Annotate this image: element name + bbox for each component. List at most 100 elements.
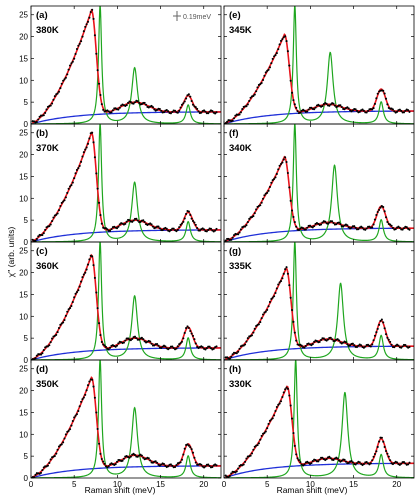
data-point — [153, 344, 156, 347]
data-point — [310, 106, 313, 109]
data-point — [156, 461, 159, 464]
data-point — [286, 50, 289, 53]
data-point — [49, 341, 52, 344]
data-point — [373, 102, 377, 105]
data-point — [282, 391, 285, 394]
data-point — [285, 160, 288, 164]
data-point — [122, 457, 125, 460]
panel-curves — [31, 6, 221, 124]
data-point — [376, 92, 379, 95]
data-point — [70, 304, 73, 308]
data-point — [383, 327, 386, 330]
panel-curves — [224, 242, 414, 360]
data-point — [379, 206, 382, 209]
data-point — [261, 313, 265, 316]
data-point — [131, 220, 134, 223]
data-point — [110, 228, 113, 231]
data-point — [185, 327, 188, 330]
data-point — [92, 141, 95, 144]
data-point — [81, 276, 84, 279]
panel-letter: (e) — [229, 10, 241, 21]
data-point — [289, 404, 292, 407]
data-point — [259, 321, 262, 324]
data-point — [182, 337, 185, 340]
y-tick-label: 25 — [19, 11, 28, 20]
x-tick-label: 20 — [392, 480, 401, 489]
data-point — [297, 228, 301, 232]
data-point — [231, 236, 234, 239]
data-point — [132, 219, 135, 222]
panel-temperature: 345K — [229, 25, 252, 36]
data-point — [268, 419, 272, 422]
data-point — [224, 122, 227, 124]
data-point — [45, 108, 48, 111]
data-point — [129, 100, 132, 104]
data-point — [71, 300, 74, 304]
data-point — [208, 464, 211, 468]
data-point — [270, 297, 273, 301]
data-point — [390, 224, 393, 227]
data-point — [103, 344, 106, 347]
data-point — [35, 120, 38, 123]
data-point — [176, 228, 179, 231]
panel-c: 0 5 10 15 20 25 (c) 360K — [19, 241, 222, 365]
data-point — [169, 463, 172, 466]
data-point — [353, 225, 356, 228]
data-point — [160, 109, 163, 112]
data-point — [398, 108, 401, 111]
data-point — [117, 342, 120, 345]
data-point — [277, 403, 280, 406]
data-point — [278, 164, 281, 167]
data-point — [336, 338, 339, 341]
data-point — [39, 471, 43, 474]
data-point — [324, 220, 327, 223]
data-point — [179, 223, 182, 226]
data-point — [376, 327, 379, 330]
background-curve — [224, 462, 414, 478]
data-point — [62, 441, 65, 444]
x-tick-label: 0 — [29, 480, 34, 489]
y-tick-label: 10 — [19, 312, 28, 321]
panel-curves — [31, 242, 221, 360]
fit-curve — [32, 253, 221, 360]
data-point — [70, 184, 73, 187]
data-point — [191, 451, 195, 454]
data-point — [250, 334, 254, 337]
data-point — [267, 68, 270, 71]
data-point — [279, 280, 283, 283]
data-point — [299, 461, 302, 464]
panel-curves — [224, 360, 414, 478]
data-point — [70, 62, 73, 65]
panel-b: 0 5 10 15 20 25 (b) 370K — [19, 123, 222, 247]
data-point — [182, 220, 185, 223]
data-point — [209, 347, 213, 350]
data-point — [153, 108, 156, 111]
data-point — [373, 452, 377, 456]
data-point — [320, 223, 323, 226]
data-point — [193, 338, 196, 341]
data-point — [151, 225, 154, 228]
data-point — [99, 334, 102, 337]
data-point — [277, 168, 280, 171]
data-point — [382, 89, 385, 92]
data-point — [329, 336, 332, 339]
data-point — [84, 271, 87, 274]
data-point — [293, 221, 296, 224]
data-point — [151, 106, 154, 109]
data-point — [99, 94, 102, 97]
data-point — [249, 454, 252, 457]
data-point — [73, 296, 76, 299]
x-tick-label: 0 — [222, 480, 227, 489]
data-point — [360, 344, 363, 347]
data-point — [68, 307, 72, 310]
data-point — [238, 113, 241, 116]
data-point — [284, 388, 287, 391]
data-point — [384, 333, 388, 336]
data-point — [336, 105, 339, 108]
data-point — [291, 309, 294, 312]
data-point — [273, 55, 276, 58]
data-point — [33, 476, 36, 478]
data-point — [328, 221, 331, 224]
data-point — [180, 458, 184, 461]
data-point — [378, 440, 381, 443]
